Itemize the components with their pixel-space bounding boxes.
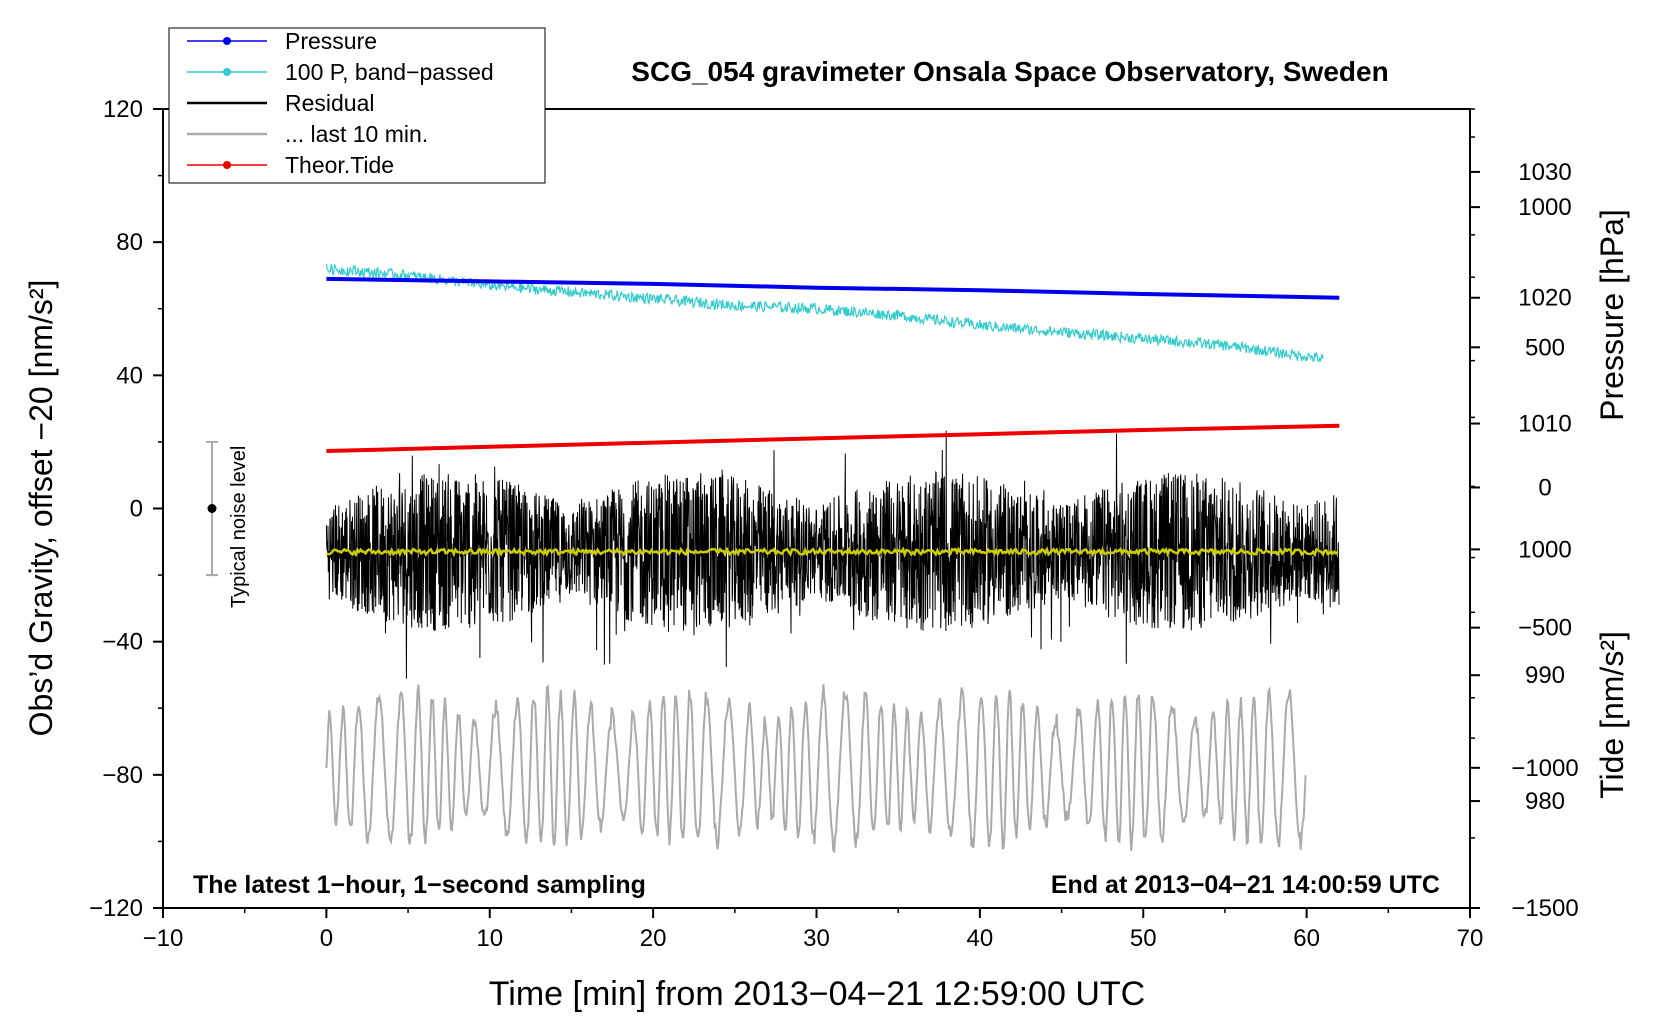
tide-tick-label: 500	[1525, 334, 1565, 361]
series-last-10-min	[325, 684, 1307, 853]
y-axis-pressure: 980 990 1000 1010 1020 1030	[1470, 108, 1572, 815]
pressure-tick-label: 990	[1525, 662, 1565, 689]
pressure-tick-label: 1020	[1518, 285, 1571, 312]
tide-tick-label: 0	[1538, 474, 1551, 501]
tide-tick-label: 1000	[1518, 194, 1571, 221]
y-tick-label: −40	[102, 629, 143, 656]
x-tick-label: 20	[640, 925, 667, 952]
x-axis-label: Time [min] from 2013−04−21 12:59:00 UTC	[489, 975, 1145, 1013]
legend-label: Theor.Tide	[285, 152, 394, 178]
x-tick-label: −10	[143, 925, 184, 952]
x-axis: −10 0 10 20 30 40 50 60 70	[143, 908, 1484, 952]
legend-label: 100 P, band−passed	[285, 59, 494, 85]
y-tick-label: 0	[130, 496, 143, 523]
noise-bar-center	[207, 504, 217, 513]
y-tick-label: −120	[89, 895, 143, 922]
series-pressure	[326, 276, 1340, 300]
pressure-tick-label: 1010	[1518, 411, 1571, 438]
y-tick-label: −80	[102, 762, 143, 789]
x-tick-label: 0	[320, 925, 333, 952]
tide-tick-label: −1000	[1511, 755, 1578, 782]
legend-label: ... last 10 min.	[285, 121, 428, 147]
series-residual	[325, 430, 1340, 679]
x-tick-label: 60	[1293, 925, 1320, 952]
y-axis-left-label: Obs’d Gravity, offset −20 [nm/s²]	[23, 280, 59, 737]
y-axis-tide: −1500 −1000 −500 0 500 1000	[1470, 136, 1579, 922]
pressure-tick-label: 980	[1525, 788, 1565, 815]
x-tick-label: 40	[967, 925, 994, 952]
y-axis-pressure-label: Pressure [hPa]	[1594, 209, 1630, 421]
x-tick-label: 30	[803, 925, 830, 952]
x-tick-label: 10	[476, 925, 503, 952]
noise-label: Typical noise level	[228, 446, 250, 608]
legend-label: Pressure	[285, 28, 377, 54]
y-tick-label: 120	[103, 96, 143, 123]
x-tick-label: 70	[1457, 925, 1484, 952]
series-layer	[325, 263, 1340, 853]
tide-tick-label: −500	[1518, 615, 1572, 642]
y-tick-label: 80	[116, 229, 143, 256]
pressure-tick-label: 1030	[1518, 159, 1571, 186]
y-tick-label: 40	[116, 362, 143, 389]
annotation-end-time: End at 2013−04−21 14:00:59 UTC	[1051, 871, 1440, 899]
series-residual-smoothed	[326, 545, 1339, 559]
legend-marker	[223, 161, 231, 169]
legend-marker	[223, 68, 231, 76]
noise-bar	[206, 440, 219, 577]
legend-label: Residual	[285, 90, 375, 116]
series-band-passed	[325, 263, 1324, 364]
y-axis-tide-label: Tide [nm/s²]	[1594, 631, 1630, 799]
x-tick-label: 50	[1130, 925, 1157, 952]
legend-box	[168, 27, 546, 184]
legend: Pressure 100 P, band−passed Residual ... la…	[168, 27, 546, 184]
series-theor-tide	[326, 423, 1340, 453]
y-axis-left: −120 −80 −40 0 40 80 120	[89, 96, 163, 922]
pressure-tick-label: 1000	[1518, 536, 1571, 563]
tide-tick-label: −1500	[1511, 895, 1578, 922]
annotation-sampling: The latest 1−hour, 1−second sampling	[193, 871, 646, 899]
legend-marker	[223, 37, 231, 45]
chart-title: SCG_054 gravimeter Onsala Space Observat…	[631, 56, 1388, 87]
